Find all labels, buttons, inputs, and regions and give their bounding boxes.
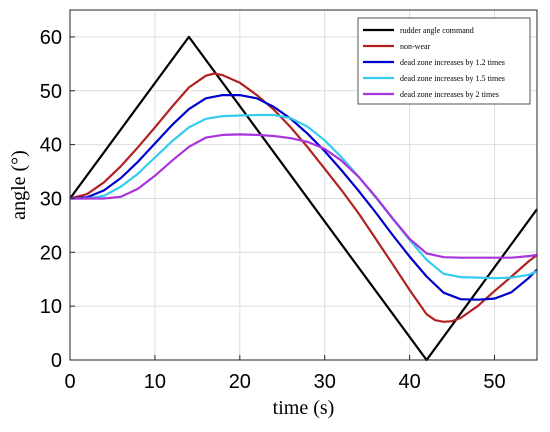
- x-tick-label: 20: [229, 371, 251, 393]
- legend-label-0: rudder angle command: [400, 26, 474, 35]
- legend-label-4: dead zone increases by 2 times: [400, 90, 499, 99]
- series-line-1: [69, 72, 538, 323]
- series-line-3: [70, 113, 538, 280]
- tick-layer: 0 10 20 30 40 50 0 10 20 30 40 50 60: [40, 27, 506, 393]
- x-axis-label: time (s): [273, 397, 335, 419]
- x-tick-label: 50: [483, 371, 505, 393]
- y-tick-label: 40: [40, 135, 62, 157]
- y-tick-label: 50: [40, 81, 62, 103]
- legend-label-3: dead zone increases by 1.5 times: [400, 74, 505, 83]
- x-tick-label: 40: [399, 371, 421, 393]
- y-tick-label: 0: [51, 350, 62, 372]
- y-tick-label: 10: [40, 296, 62, 318]
- series-line-0: [69, 35, 538, 362]
- x-tick-label: 0: [64, 371, 75, 393]
- series-line-4: [70, 133, 538, 259]
- series-layer: [69, 35, 538, 362]
- y-tick-label: 30: [40, 188, 62, 210]
- series-line-2: [69, 94, 538, 301]
- x-tick-label: 10: [144, 371, 166, 393]
- y-tick-label: 20: [40, 242, 62, 264]
- legend: rudder angle command non-wear dead zone in…: [357, 17, 531, 105]
- y-axis-label: angle (°): [8, 150, 30, 220]
- y-tick-label: 60: [40, 27, 62, 49]
- legend-label-2: dead zone increases by 1.2 times: [400, 58, 505, 67]
- plot-frame: [69, 9, 538, 361]
- x-tick-label: 30: [314, 371, 336, 393]
- legend-label-1: non-wear: [400, 42, 431, 51]
